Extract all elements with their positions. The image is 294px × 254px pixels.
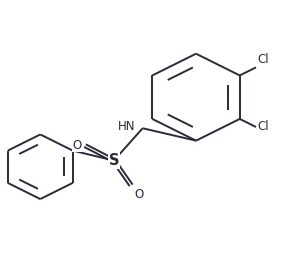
Text: Cl: Cl xyxy=(258,53,269,66)
Text: HN: HN xyxy=(118,120,136,134)
Text: S: S xyxy=(108,153,119,168)
Text: Cl: Cl xyxy=(258,120,269,134)
Text: O: O xyxy=(135,188,144,201)
Text: O: O xyxy=(72,139,81,152)
